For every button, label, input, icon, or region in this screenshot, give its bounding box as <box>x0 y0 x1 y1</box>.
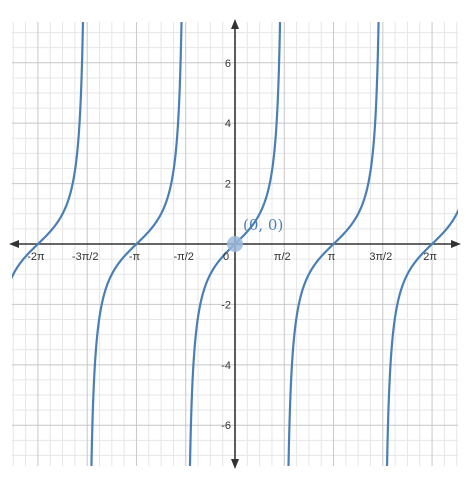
y-tick-label: 4 <box>225 118 231 130</box>
tick-labels: -2π -3π/2 -π -π/2 0 π/2 π 3π/2 2π 6 4 2 -2 -4 -6 <box>27 58 437 432</box>
y-tick-label: -2 <box>221 299 231 311</box>
x-tick-label: -3π/2 <box>72 251 99 263</box>
highlighted-point-group: (0, 0) <box>227 216 283 252</box>
x-tick-label: π <box>328 251 336 263</box>
x-axis-right-arrow <box>451 240 461 248</box>
x-tick-label: -2π <box>27 251 45 263</box>
highlighted-point[interactable] <box>227 236 243 252</box>
tan-branch <box>90 22 183 466</box>
point-label: (0, 0) <box>243 216 283 234</box>
y-tick-label: 2 <box>225 179 231 191</box>
x-tick-label: 2π <box>423 251 437 263</box>
tan-branch <box>12 22 85 280</box>
x-axis-left-arrow <box>9 240 19 248</box>
tan-branch <box>287 22 380 466</box>
x-tick-label: 3π/2 <box>369 251 392 263</box>
x-tick-label: -π/2 <box>174 251 194 263</box>
y-tick-label: -6 <box>221 420 231 432</box>
x-tick-label: -π <box>129 251 141 263</box>
x-tick-label: 0 <box>223 251 229 263</box>
y-axis-top-arrow <box>231 19 239 29</box>
y-tick-label: 6 <box>225 58 231 70</box>
y-tick-label: -4 <box>221 360 231 372</box>
tan-branch <box>385 208 458 466</box>
x-tick-label: π/2 <box>274 251 291 263</box>
y-axis-bottom-arrow <box>231 459 239 469</box>
